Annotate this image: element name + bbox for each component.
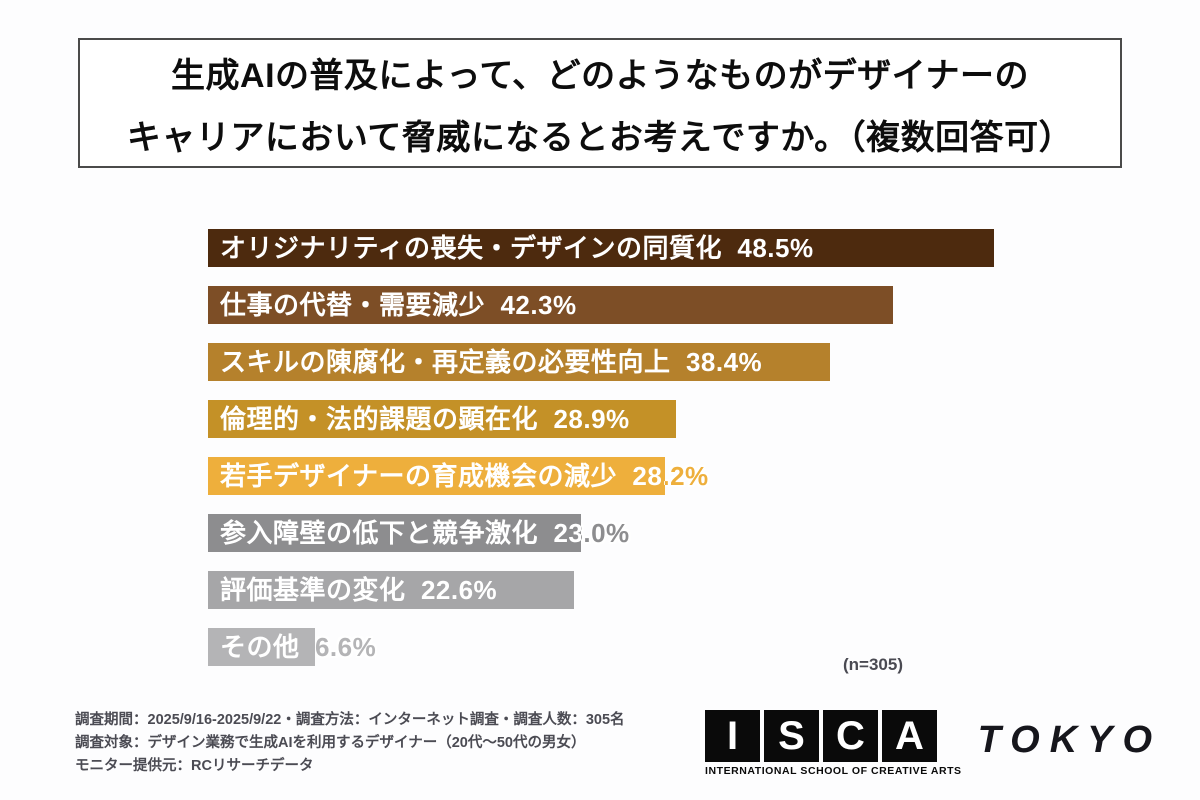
title-line-2: キャリアにおいて脅威になるとお考えですか。（複数回答可）: [126, 118, 1074, 157]
isca-letter-squares: I S C A: [705, 710, 962, 762]
bar-row: 評価基準の変化 22.6%評価基準の変化 22.6%: [208, 571, 1200, 609]
bar-segment: [208, 457, 665, 495]
bar-segment: [208, 286, 893, 324]
isca-logo-block: I S C A INTERNATIONAL SCHOOL OF CREATIVE…: [705, 710, 962, 777]
bar-label: オリジナリティの喪失・デザインの同質化 48.5%: [220, 233, 814, 263]
logo-letter-s: S: [764, 710, 819, 762]
survey-method-notes: 調査期間：2025/9/16-2025/9/22・調査方法：インターネット調査・…: [75, 709, 625, 779]
horizontal-bar-chart: オリジナリティの喪失・デザインの同質化 48.5%オリジナリティの喪失・デザイン…: [208, 229, 1200, 685]
bar-label: 倫理的・法的課題の顕在化 28.9%: [220, 404, 630, 434]
bar-segment: [208, 229, 994, 267]
survey-note-monitor: モニター提供元：RCリサーチデータ: [75, 758, 314, 775]
bar-row: 仕事の代替・需要減少 42.3%仕事の代替・需要減少 42.3%: [208, 286, 1200, 324]
title-line-1: 生成AIの普及によって、どのようなものがデザイナーの: [171, 56, 1029, 95]
bar-row: 若手デザイナーの育成機会の減少 28.2%若手デザイナーの育成機会の減少 28.…: [208, 457, 1200, 495]
bar-label-overflow: その他 6.6%: [314, 632, 377, 662]
bar-segment: [208, 571, 574, 609]
logo-subtitle: INTERNATIONAL SCHOOL OF CREATIVE ARTS: [705, 765, 962, 777]
logo-letter-i: I: [705, 710, 760, 762]
survey-note-target: 調査対象：デザイン業務で生成AIを利用するデザイナー（20代〜50代の男女）: [75, 735, 586, 752]
bar-label: スキルの陳腐化・再定義の必要性向上 38.4%: [220, 347, 763, 377]
bar-label-overflow: 若手デザイナーの育成機会の減少 28.2%: [632, 461, 709, 491]
bar-segment: [208, 628, 315, 666]
bar-segment: [208, 400, 676, 438]
title-box: 生成AIの普及によって、どのようなものがデザイナーの キャリアにおいて脅威になる…: [78, 38, 1122, 168]
bar-segment: [208, 343, 830, 381]
bar-row: 倫理的・法的課題の顕在化 28.9%倫理的・法的課題の顕在化 28.9%: [208, 400, 1200, 438]
sample-size-note: (n=305): [843, 655, 903, 674]
bar-label: 評価基準の変化 22.6%: [220, 575, 498, 605]
bar-row: オリジナリティの喪失・デザインの同質化 48.5%オリジナリティの喪失・デザイン…: [208, 229, 1200, 267]
logo-letter-c: C: [823, 710, 878, 762]
bar-segment: [208, 514, 581, 552]
bar-label: 仕事の代替・需要減少 42.3%: [220, 290, 577, 320]
survey-note-period: 調査期間：2025/9/16-2025/9/22・調査方法：インターネット調査・…: [75, 712, 625, 728]
bar-label: 参入障壁の低下と競争激化 23.0%: [220, 518, 630, 548]
bar-row: スキルの陳腐化・再定義の必要性向上 38.4%スキルの陳腐化・再定義の必要性向上…: [208, 343, 1200, 381]
logo-wordmark-tokyo: TOKYO: [977, 719, 1163, 761]
bar-label: 若手デザイナーの育成機会の減少 28.2%: [220, 461, 709, 491]
bar-row: 参入障壁の低下と競争激化 23.0%参入障壁の低下と競争激化 23.0%: [208, 514, 1200, 552]
isca-tokyo-logo: I S C A INTERNATIONAL SCHOOL OF CREATIVE…: [705, 710, 1162, 777]
logo-letter-a: A: [882, 710, 937, 762]
bar-label-overflow: 参入障壁の低下と競争激化 23.0%: [553, 518, 630, 548]
bar-row: その他 6.6%その他 6.6%: [208, 628, 1200, 666]
